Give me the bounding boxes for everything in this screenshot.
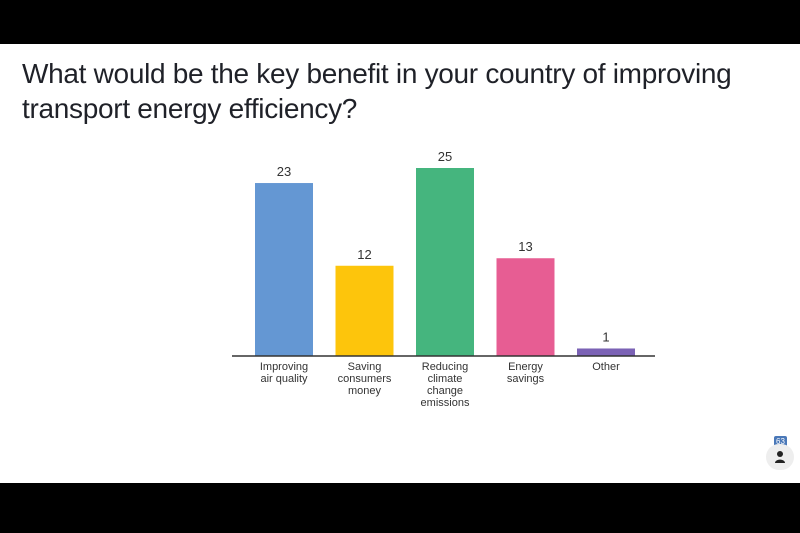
value-label-2: 25 xyxy=(438,149,452,164)
value-label-0: 23 xyxy=(277,164,291,179)
category-label-4: Other xyxy=(592,361,620,373)
category-label-3: Energy savings xyxy=(507,361,545,385)
person-icon xyxy=(775,451,785,463)
bar-chart: 23 Improving air quality 12 Saving consumers m… xyxy=(232,149,655,409)
bar-4 xyxy=(577,348,635,356)
participants-widget[interactable]: 63 xyxy=(766,436,794,470)
value-label-1: 12 xyxy=(357,247,371,262)
bar-0 xyxy=(255,183,313,356)
category-label-1: Saving consumers money xyxy=(338,361,392,397)
value-label-4: 1 xyxy=(602,329,609,344)
category-label-0: Improving air quality xyxy=(260,361,308,385)
participant-count-badge: 63 xyxy=(774,436,787,447)
bar-1 xyxy=(335,265,394,356)
bar-2 xyxy=(416,168,474,356)
category-label-2: Reducing climate change emissions xyxy=(421,361,470,409)
question-title: What would be the key benefit in your co… xyxy=(22,58,732,124)
participants-button[interactable] xyxy=(766,444,794,470)
slide: What would be the key benefit in your co… xyxy=(0,44,800,483)
value-label-3: 13 xyxy=(518,239,532,254)
bar-3 xyxy=(496,258,555,356)
